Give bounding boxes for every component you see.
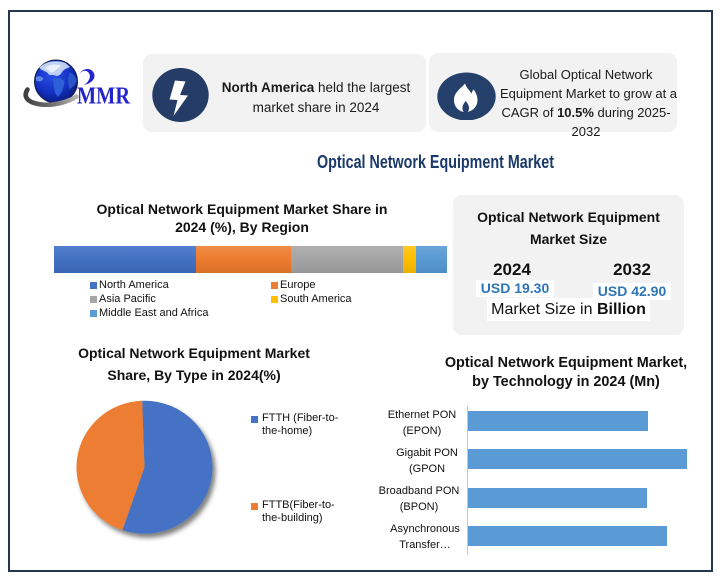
svg-text:MMR: MMR [77,84,131,110]
